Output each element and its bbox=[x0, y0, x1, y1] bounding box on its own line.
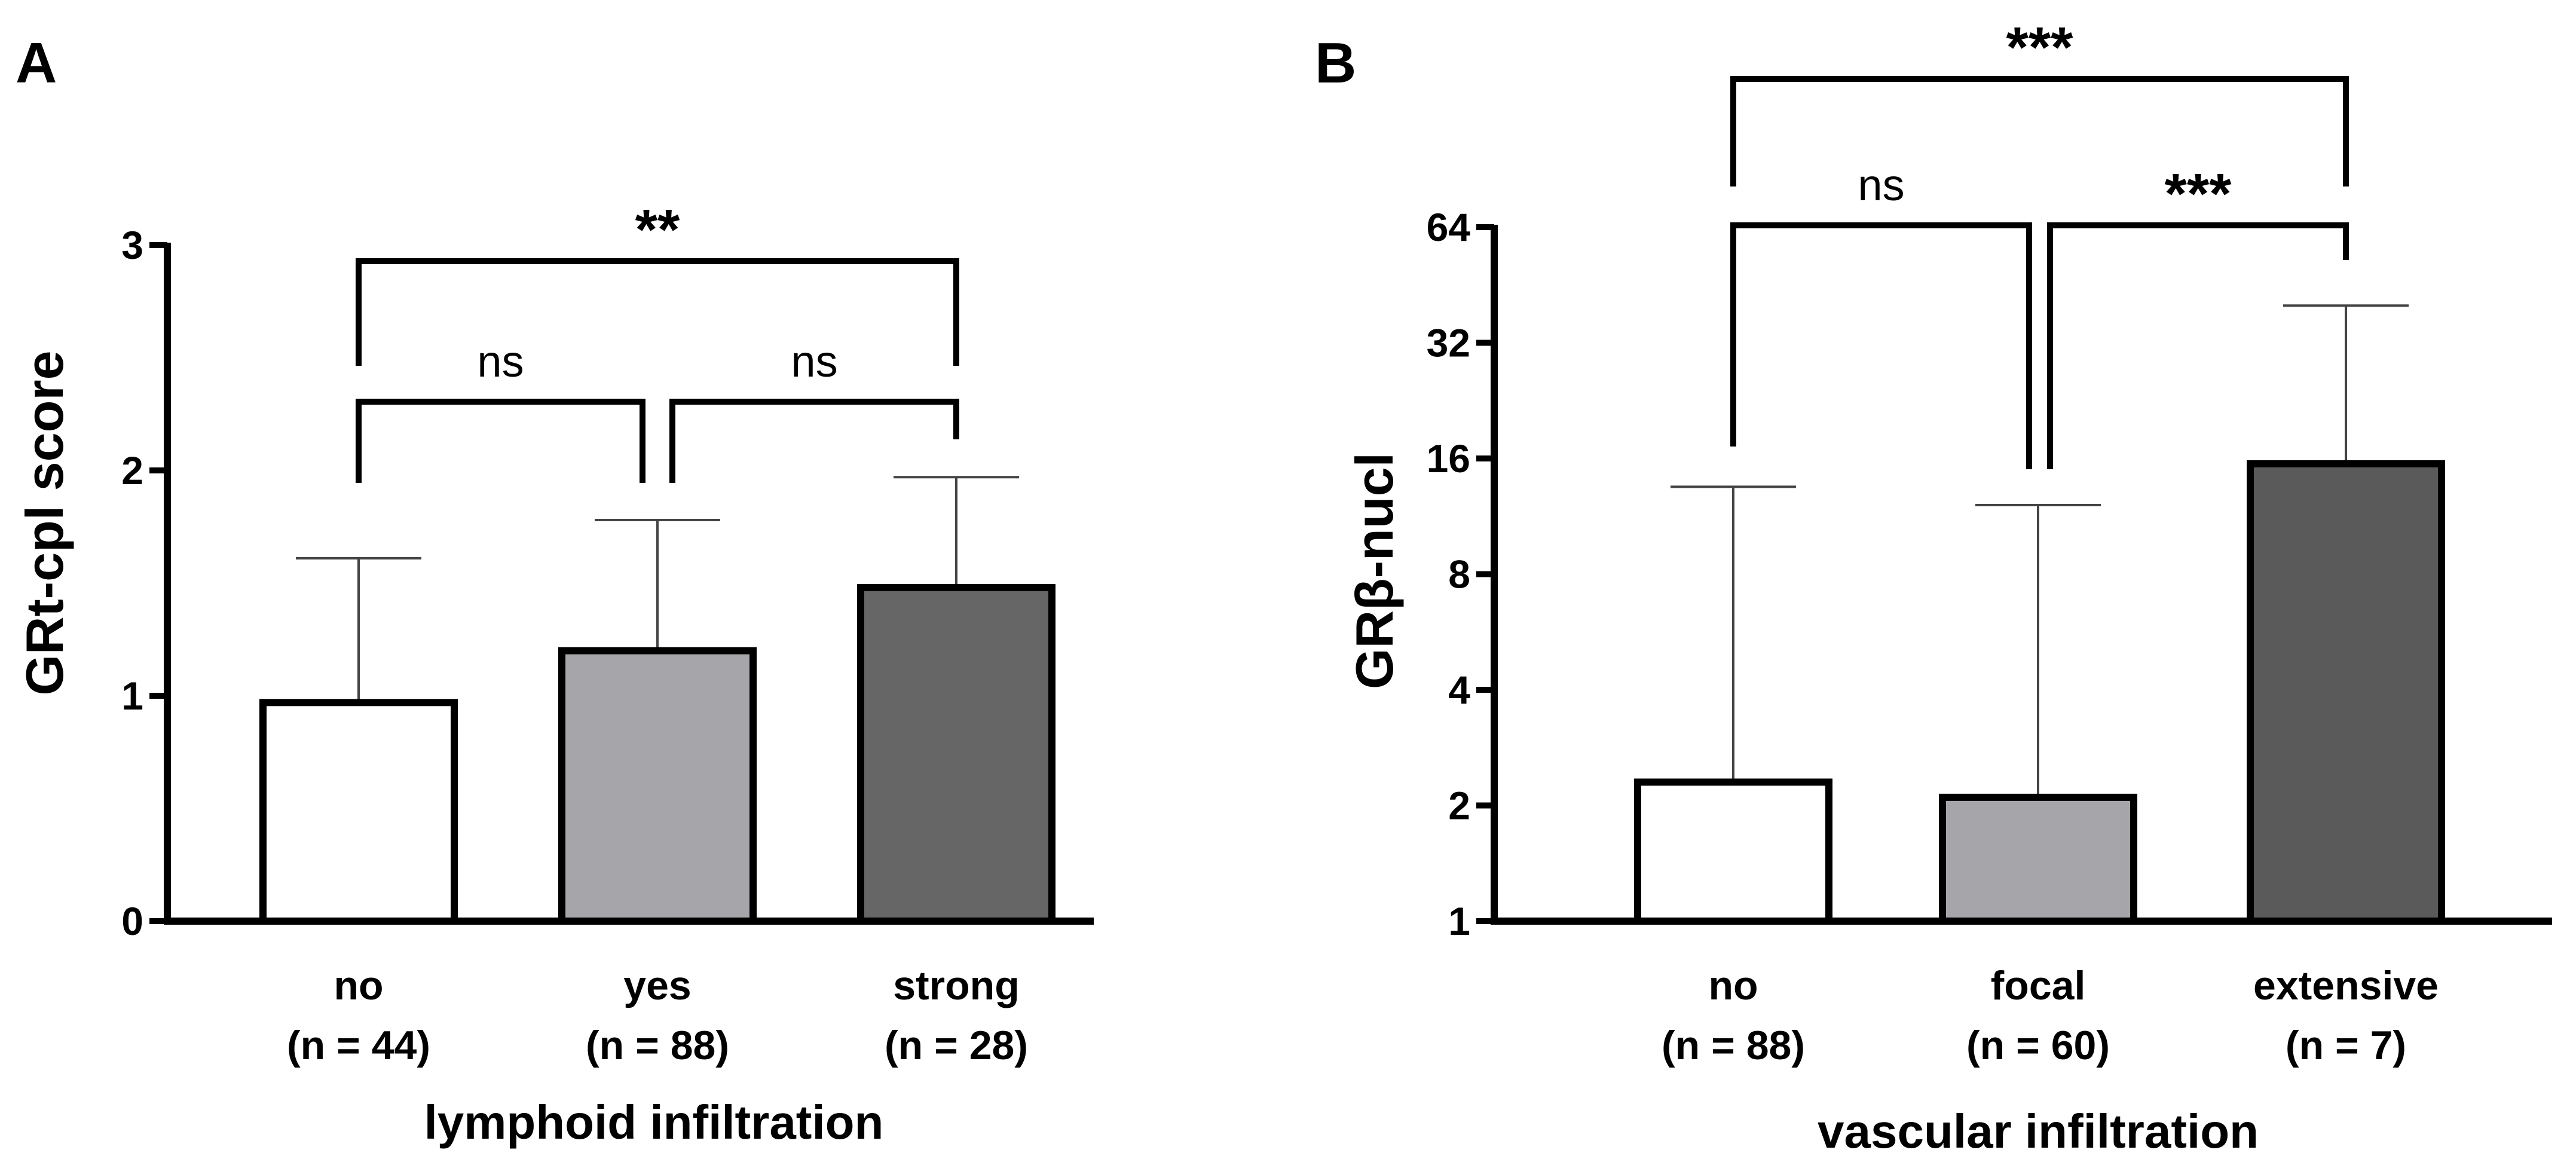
panel-b-n-label: (n = 60) bbox=[1966, 1023, 2110, 1068]
panel-b-n-label: (n = 7) bbox=[2286, 1023, 2406, 1068]
panel-b-x-axis-label: vascular infiltration bbox=[1818, 1105, 2259, 1158]
panel-a-y-tick-label: 0 bbox=[121, 899, 143, 943]
panel-b-significance-bracket bbox=[2047, 222, 2349, 469]
panel-a-category-label: no bbox=[334, 963, 383, 1008]
panel-a-significance-bracket bbox=[356, 399, 645, 483]
panel-a-significance-label: ** bbox=[635, 198, 680, 262]
panel-b-y-tick-label: 16 bbox=[1427, 436, 1470, 481]
panel-b-n-label: (n = 88) bbox=[1662, 1023, 1805, 1068]
panel-b-y-tick-label: 2 bbox=[1448, 784, 1470, 828]
panel-a-n-label: (n = 28) bbox=[885, 1023, 1028, 1068]
panel-b-y-axis-label: GRβ-nucl bbox=[1345, 452, 1404, 689]
panel-a-bar-yes bbox=[558, 647, 757, 925]
panel-a-y-tick-label: 1 bbox=[121, 674, 143, 718]
panel-a-bar-strong bbox=[857, 584, 1056, 925]
panel-b-significance-bracket bbox=[1730, 222, 2032, 469]
panel-b-bar-extensive bbox=[2247, 460, 2445, 925]
panel-b-category-label: extensive bbox=[2253, 963, 2439, 1008]
panel-b-bar-focal bbox=[1939, 793, 2137, 925]
panel-a-plot: 0 1 2 3 no (n = 44) yes (n = 88) strong (n = 28) n… bbox=[121, 198, 1094, 1068]
panel-a-significance-label: ns bbox=[791, 337, 837, 386]
panel-a-letter: A bbox=[16, 31, 57, 95]
panel-a-category-label: yes bbox=[623, 963, 691, 1008]
panel-a-n-label: (n = 44) bbox=[287, 1023, 430, 1068]
panel-a-significance-label: ns bbox=[477, 337, 524, 386]
panel-b-significance-label: *** bbox=[2164, 162, 2232, 226]
panel-a-category-label: strong bbox=[893, 963, 1020, 1008]
panel-b-letter: B bbox=[1315, 31, 1356, 95]
panel-b-bar-no bbox=[1634, 778, 1832, 925]
panel-a-x-axis-label: lymphoid infiltration bbox=[424, 1096, 884, 1149]
panel-a-y-tick-label: 3 bbox=[121, 223, 143, 267]
panel-b-y-tick-label: 32 bbox=[1427, 321, 1470, 365]
panel-b-y-tick-label: 1 bbox=[1448, 899, 1470, 943]
panel-a-y-axis-label: GRt-cpl score bbox=[15, 350, 74, 695]
panel-b-significance-label: *** bbox=[2006, 16, 2073, 79]
panel-b-category-label: no bbox=[1708, 963, 1758, 1008]
panel-b-category-label: focal bbox=[1991, 963, 2086, 1008]
panel-a-bar-no bbox=[259, 699, 458, 925]
panel-b-plot: 1 2 4 8 16 32 64 no (n = 88) focal (n = 60) extensi… bbox=[1427, 16, 2552, 1068]
panel-a-significance-bracket bbox=[356, 258, 959, 366]
panel-b-significance-label: ns bbox=[1858, 160, 1904, 210]
panel-b-y-tick-label: 4 bbox=[1448, 668, 1470, 712]
panel-a-significance-bracket bbox=[669, 399, 959, 483]
panel-a-n-label: (n = 88) bbox=[586, 1023, 729, 1068]
panel-a-y-tick-label: 2 bbox=[121, 448, 143, 493]
panel-b-y-tick-label: 64 bbox=[1427, 205, 1471, 249]
panel-b-significance-bracket bbox=[1730, 76, 2349, 186]
panel-b-y-tick-label: 8 bbox=[1448, 552, 1470, 597]
